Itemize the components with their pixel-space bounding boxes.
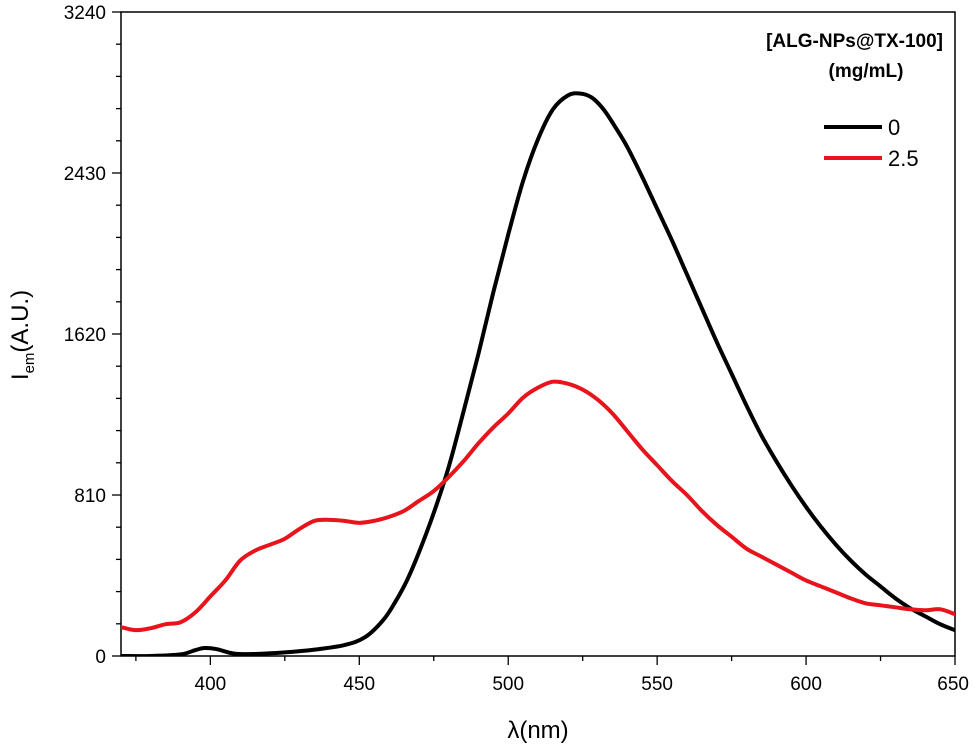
y-axis-title-subscript: em xyxy=(21,353,38,374)
y-tick-label: 810 xyxy=(74,486,106,507)
x-axis-ticks: 400 450 500 550 600 650 xyxy=(135,656,969,695)
y-tick-label: 3240 xyxy=(64,3,106,24)
legend: [ALG-NPs@TX-100] (mg/mL) 0 2.5 xyxy=(766,31,943,171)
y-tick-label: 0 xyxy=(95,647,106,668)
series-line-0 xyxy=(121,91,955,656)
x-axis-title: λ(nm) xyxy=(507,717,568,744)
series-layer xyxy=(121,91,955,656)
plot-border xyxy=(120,11,956,657)
x-tick-label: 650 xyxy=(937,674,969,695)
x-tick-label: 450 xyxy=(343,674,375,695)
y-axis-title-unit: (A.U.) xyxy=(7,290,34,353)
y-tick-label: 1620 xyxy=(64,325,106,346)
y-tick-label: 2430 xyxy=(64,164,106,185)
x-tick-label: 600 xyxy=(790,674,822,695)
y-axis-title-main: I xyxy=(7,373,34,380)
legend-label-1: 2.5 xyxy=(888,146,919,171)
y-axis-ticks: 0 810 1620 2430 3240 xyxy=(64,3,121,668)
series-line-1 xyxy=(121,379,955,633)
y-axis-title: Iem(A.U.) xyxy=(7,290,38,380)
plot-frame xyxy=(120,11,956,657)
x-tick-label: 500 xyxy=(492,674,524,695)
legend-title-line1: [ALG-NPs@TX-100] xyxy=(766,31,943,52)
x-tick-label: 550 xyxy=(641,674,673,695)
x-tick-label: 400 xyxy=(195,674,227,695)
legend-label-0: 0 xyxy=(888,115,900,140)
legend-title-line2: (mg/mL) xyxy=(829,61,904,82)
